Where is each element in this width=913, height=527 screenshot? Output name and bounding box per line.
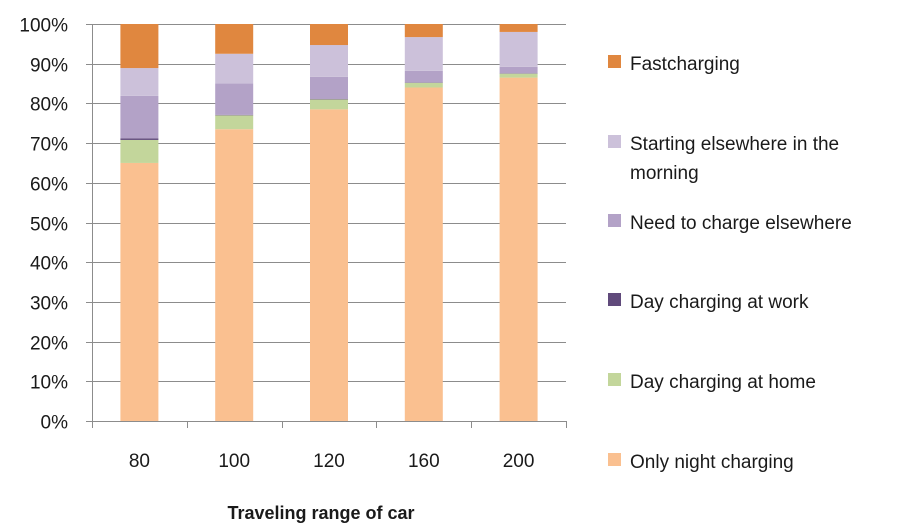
legend-swatch xyxy=(608,293,621,306)
legend-swatch xyxy=(608,55,621,68)
bar-segment xyxy=(120,139,159,163)
legend-label: Day charging at work xyxy=(630,292,809,313)
bar-stack-200 xyxy=(499,24,538,421)
x-axis-title: Traveling range of car xyxy=(227,503,414,523)
bar-segment xyxy=(310,24,348,46)
bar-segment xyxy=(120,95,159,139)
legend-item: Day charging at home xyxy=(608,372,816,393)
bar-segment xyxy=(120,24,159,69)
bar-segment xyxy=(310,99,348,110)
x-tick-label: 120 xyxy=(313,451,345,472)
bar-segment xyxy=(310,76,348,100)
y-tick-label: 10% xyxy=(30,373,68,394)
y-tick-label: 70% xyxy=(30,135,68,156)
bar-segment xyxy=(404,70,443,83)
bar-segment xyxy=(404,82,443,88)
bar-stack-100 xyxy=(215,24,254,421)
y-tick-label: 100% xyxy=(19,16,68,37)
legend-label: Starting elsewhere in the xyxy=(630,134,839,155)
bar-stack-80 xyxy=(120,24,159,421)
legend-swatch xyxy=(608,214,621,227)
legend-swatch xyxy=(608,373,621,386)
legend: Fastcharging Starting elsewhere in the mor… xyxy=(608,54,852,473)
x-tick-labels: 80 100 120 160 200 xyxy=(129,451,535,472)
bar-segment xyxy=(120,138,159,140)
legend-item: Only night charging xyxy=(608,452,794,473)
bar-segment xyxy=(310,109,348,421)
y-tick-label: 60% xyxy=(30,175,68,196)
bar-segment xyxy=(404,37,443,71)
y-tick-label: 80% xyxy=(30,95,68,116)
legend-label: morning xyxy=(630,163,699,184)
x-tick-label: 160 xyxy=(408,451,440,472)
legend-label: Fastcharging xyxy=(630,54,740,75)
bar-stack-160 xyxy=(404,24,443,422)
x-tick-label: 80 xyxy=(129,451,150,472)
bar-stacks xyxy=(120,24,538,422)
bar-segment xyxy=(499,66,538,74)
bar-segment xyxy=(120,68,159,96)
bar-segment xyxy=(215,53,254,84)
legend-item: Fastcharging xyxy=(608,54,740,75)
bar-segment xyxy=(310,45,348,77)
bar-segment xyxy=(499,31,538,67)
axes xyxy=(86,24,567,428)
y-tick-label: 50% xyxy=(30,215,68,236)
bar-segment xyxy=(215,115,254,130)
y-tick-label: 90% xyxy=(30,56,68,77)
bar-segment xyxy=(499,77,538,421)
bar-stack-120 xyxy=(310,24,348,421)
legend-label: Only night charging xyxy=(630,452,794,473)
bar-segment xyxy=(404,87,443,422)
legend-label: Day charging at home xyxy=(630,372,816,393)
y-tick-label: 40% xyxy=(30,254,68,275)
bar-segment xyxy=(215,83,254,115)
bar-segment xyxy=(215,129,254,421)
y-tick-label: 20% xyxy=(30,334,68,355)
y-tick-label: 0% xyxy=(41,413,69,434)
bar-segment xyxy=(404,24,443,38)
bar-segment xyxy=(120,162,159,421)
bar-segment xyxy=(499,73,538,78)
y-tick-label: 30% xyxy=(30,294,68,315)
legend-label: Need to charge elsewhere xyxy=(630,213,852,234)
legend-swatch xyxy=(608,135,621,148)
y-tick-labels: 0% 10% 20% 30% 40% 50% 60% 70% 80% 90% 100% xyxy=(19,16,68,434)
x-tick-label: 200 xyxy=(503,451,535,472)
legend-item: Starting elsewhere in the morning xyxy=(608,134,839,184)
bar-segment xyxy=(499,24,538,32)
legend-swatch xyxy=(608,453,621,466)
x-tick-label: 100 xyxy=(218,451,250,472)
bar-segment xyxy=(215,24,254,54)
legend-item: Day charging at work xyxy=(608,292,809,313)
legend-item: Need to charge elsewhere xyxy=(608,213,852,234)
